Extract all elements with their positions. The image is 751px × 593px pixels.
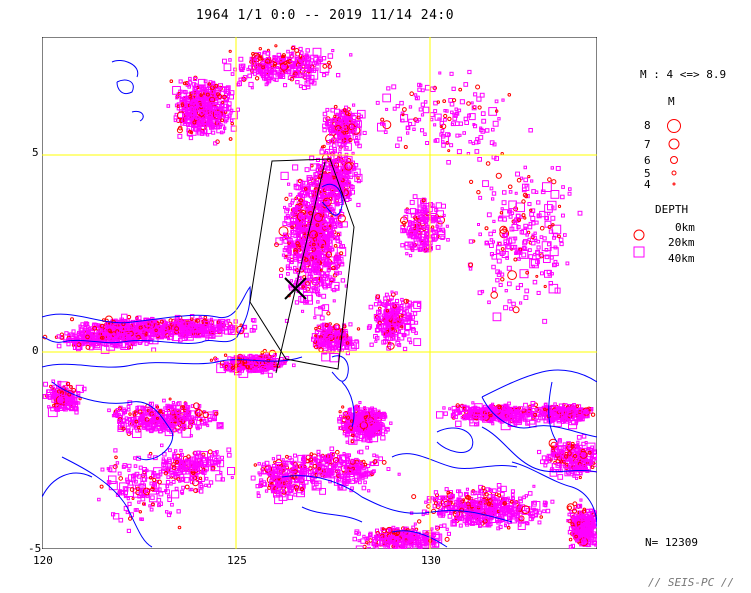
x-tick-120: 120 bbox=[33, 554, 53, 567]
depth-label-40: 40km bbox=[668, 252, 695, 265]
mag-symbol-6 bbox=[670, 156, 678, 164]
y-tick-5: 5 bbox=[32, 146, 39, 159]
coastlines bbox=[42, 60, 597, 548]
depth-symbols bbox=[633, 229, 645, 258]
epicenter-marker bbox=[284, 277, 307, 300]
mag-label-6: 6 bbox=[644, 154, 651, 167]
event-count: N= 12309 bbox=[645, 536, 698, 549]
grid bbox=[42, 37, 597, 549]
mag-symbol-4 bbox=[672, 182, 676, 186]
study-region-polygon bbox=[249, 158, 355, 374]
magnitude-range: M : 4 <=> 8.9 bbox=[640, 68, 727, 81]
depth-symbol-deep bbox=[633, 246, 645, 258]
magnitude-legend-title: M bbox=[668, 95, 675, 108]
y-tick-neg5: -5 bbox=[28, 542, 42, 555]
map-title: 1964 1/1 0:0 -- 2019 11/14 24:0 bbox=[195, 8, 455, 23]
depth-label-0: 0km bbox=[675, 221, 695, 234]
seismicity-map[interactable] bbox=[42, 37, 597, 549]
x-tick-130: 130 bbox=[421, 554, 441, 567]
x-tick-125: 125 bbox=[227, 554, 247, 567]
depth-label-20: 20km bbox=[668, 236, 695, 249]
depth-symbol-shallow bbox=[633, 229, 645, 241]
events-layer bbox=[42, 44, 597, 549]
mag-symbol-7 bbox=[668, 138, 680, 150]
y-tick-0: 0 bbox=[32, 344, 39, 357]
mag-label-8: 8 bbox=[644, 119, 651, 132]
mag-label-5: 5 bbox=[644, 167, 651, 180]
mag-symbol-8 bbox=[667, 119, 681, 133]
mag-label-4: 4 bbox=[644, 178, 651, 191]
mag-label-7: 7 bbox=[644, 138, 651, 151]
magnitude-symbols bbox=[667, 119, 681, 186]
depth-legend-title: DEPTH bbox=[655, 203, 689, 216]
brand-footer: // SEIS-PC // bbox=[648, 576, 735, 589]
mag-symbol-5 bbox=[671, 170, 677, 176]
